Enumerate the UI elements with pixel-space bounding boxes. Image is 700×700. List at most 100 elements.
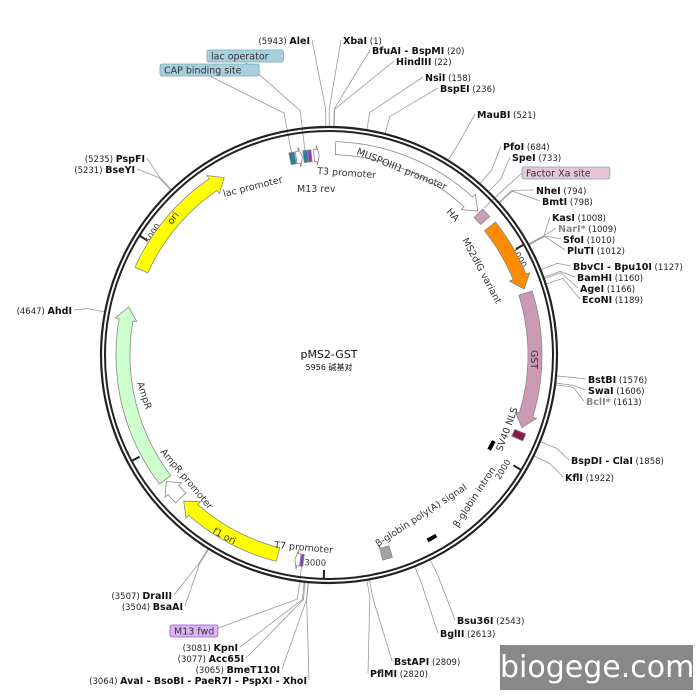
callout-box-cap-binding-site[interactable] [159,63,260,77]
enzyme-site-nhei[interactable]: NheI (794) [536,186,586,197]
enzyme-leader-line [556,375,587,380]
enzyme-site-bmet110i[interactable]: (3065) BmeT110I [196,665,280,676]
backbone-inner-ring [104,130,554,580]
feature-t7-promoter[interactable] [294,549,302,570]
enzyme-site-bseyi[interactable]: (5231) BseYI [74,165,135,176]
feature-muspoiii1-promoter[interactable] [334,141,479,212]
tick-mark [515,243,525,250]
enzyme-site-pflmi[interactable]: PflMI (2820) [370,669,428,680]
enzyme-site-bamhi[interactable]: BamHI (1160) [577,273,643,284]
feature-m13-fwd[interactable] [299,553,305,567]
enzyme-site-draiii[interactable]: (3507) DraIII [111,591,172,602]
enzyme-leader-line [488,156,511,192]
enzyme-leader-line [306,583,310,681]
enzyme-site-swai[interactable]: SwaI (1606) [588,386,645,397]
enzyme-leader-line [556,382,587,391]
feature-ha[interactable] [473,208,491,226]
enzyme-site-agei[interactable]: AgeI (1166) [580,284,635,295]
enzyme-leader-line [311,39,327,127]
callout-box-lac-operator[interactable] [206,49,284,63]
enzyme-site-pfoi[interactable]: PfoI (684) [503,142,550,153]
watermark: biogege.com [500,645,694,690]
enzyme-leader-line [366,580,371,674]
enzyme-site-bstapi[interactable]: BstAPI (2809) [394,657,460,668]
enzyme-site-pspfi[interactable]: (5235) PspFI [85,154,145,165]
enzyme-site-bcli[interactable]: BclI* (1613) [586,397,642,408]
enzyme-leader-line [529,235,562,245]
enzyme-leader-line [369,580,393,662]
backbone-outer-ring [99,125,559,585]
feature-t3-promoter[interactable] [313,145,320,166]
enzyme-leader-line [328,39,342,127]
feature-cap-binding-site[interactable] [288,151,297,166]
enzyme-leader-line [366,76,424,130]
callout-label-cap-binding-site: CAP binding site [164,66,242,77]
enzyme-site-sfoi[interactable]: SfoI (1010) [563,235,615,246]
enzyme-leader-line [430,560,456,621]
enzyme-site-acc65i[interactable]: (3077) Acc65I [178,654,244,665]
callout-box-factor-xa-site[interactable] [521,166,611,180]
feature-ampr-promoter[interactable] [164,481,187,504]
enzyme-leader-line [136,168,171,191]
enzyme-site-spei[interactable]: SpeI (733) [512,153,561,164]
enzyme-site-bmti[interactable]: BmtI (798) [542,197,593,208]
feature-label-ha: HA [444,207,462,225]
feature-lac-promoter[interactable] [294,147,303,168]
enzyme-site-xbai[interactable]: XbaI (1) [343,36,382,47]
tick-mark [131,455,141,462]
enzyme-leader-line [544,270,576,278]
feature-f1-ori[interactable] [183,500,281,562]
feature-bar-marker [426,533,438,543]
callout-box-m13-fwd[interactable] [169,624,219,638]
plasmid-length: 5956 碱基对 [306,362,353,372]
feature-globin-poly-a-signal[interactable] [379,545,393,561]
feature-label-sv40-nls: SV40 NLS [494,406,520,453]
enzyme-site-bfuai-bspmi[interactable]: BfuAI - BspMI (20) [372,46,464,57]
feature-lac-operator[interactable] [302,149,309,164]
callout-label-m13-fwd: M13 fwd [174,627,214,638]
feature-globin-intron[interactable] [487,440,496,451]
callout-label-factor-xa-site: Factor Xa site [526,169,591,180]
feature-label-t3-promoter: T3 promoter [316,166,377,181]
enzyme-site-kfli[interactable]: KflI (1922) [565,473,614,484]
enzyme-leader-line [333,49,371,127]
enzyme-leader-line [385,87,439,134]
enzyme-site-bglii[interactable]: BglII (2613) [440,629,495,640]
enzyme-leader-line [184,549,209,607]
enzyme-site-bbvci-bpu10i[interactable]: BbvCI - Bpu10I (1127) [573,262,683,273]
enzyme-leader-line [448,113,476,160]
feature-ampr[interactable] [114,306,172,485]
enzyme-site-bsu36i[interactable]: Bsu36I (2543) [457,616,524,627]
enzyme-site-alei[interactable]: (5943) AleI [258,36,310,47]
feature-label-t7-promoter: T7 promoter [273,540,334,556]
enzyme-site-bspei[interactable]: BspEI (236) [440,84,495,95]
enzyme-site-avai-bsobi-paer7i-pspxi-xhoi[interactable]: (3064) AvaI - BsoBI - PaeR7I - PspXI - X… [89,676,307,687]
enzyme-site-kasi[interactable]: KasI (1008) [552,213,606,224]
feature-gst[interactable] [514,290,543,429]
feature-ms2dlg-variant[interactable] [483,221,531,290]
enzyme-site-nari[interactable]: NarI* (1009) [558,224,617,235]
enzyme-site-ahdi[interactable]: (4647) AhdI [17,306,72,317]
enzyme-site-bsaai[interactable]: (3504) BsaAI [122,602,183,613]
feature-label-m13-rev: M13 rev [297,184,336,195]
enzyme-leader-line [540,441,570,461]
enzyme-leader-line [529,235,566,251]
enzyme-site-hindiii[interactable]: HindIII (22) [396,57,452,68]
enzyme-site-nsii[interactable]: NsiI (158) [425,73,471,84]
enzyme-leader-line [73,308,105,313]
enzyme-site-bstbi[interactable]: BstBI (1576) [588,375,647,386]
tick-mark [512,464,522,471]
feature-m13-rev[interactable] [307,149,313,163]
enzyme-leader-line [239,582,305,648]
enzyme-site-pluti[interactable]: PluTI (1012) [567,246,625,257]
enzyme-site-maubi[interactable]: MauBI (521) [477,110,536,121]
tick-label: 3000 [304,558,326,568]
enzyme-site-econi[interactable]: EcoNI (1189) [582,295,643,306]
enzyme-site-kpni[interactable]: (3081) KpnI [183,643,238,654]
enzyme-leader-line [544,272,579,289]
feature-ori[interactable] [134,175,225,274]
enzyme-leader-line [534,455,564,478]
enzyme-site-bspdi-clai[interactable]: BspDI - ClaI (1858) [571,456,664,467]
feature-sv40-nls[interactable] [511,428,527,442]
